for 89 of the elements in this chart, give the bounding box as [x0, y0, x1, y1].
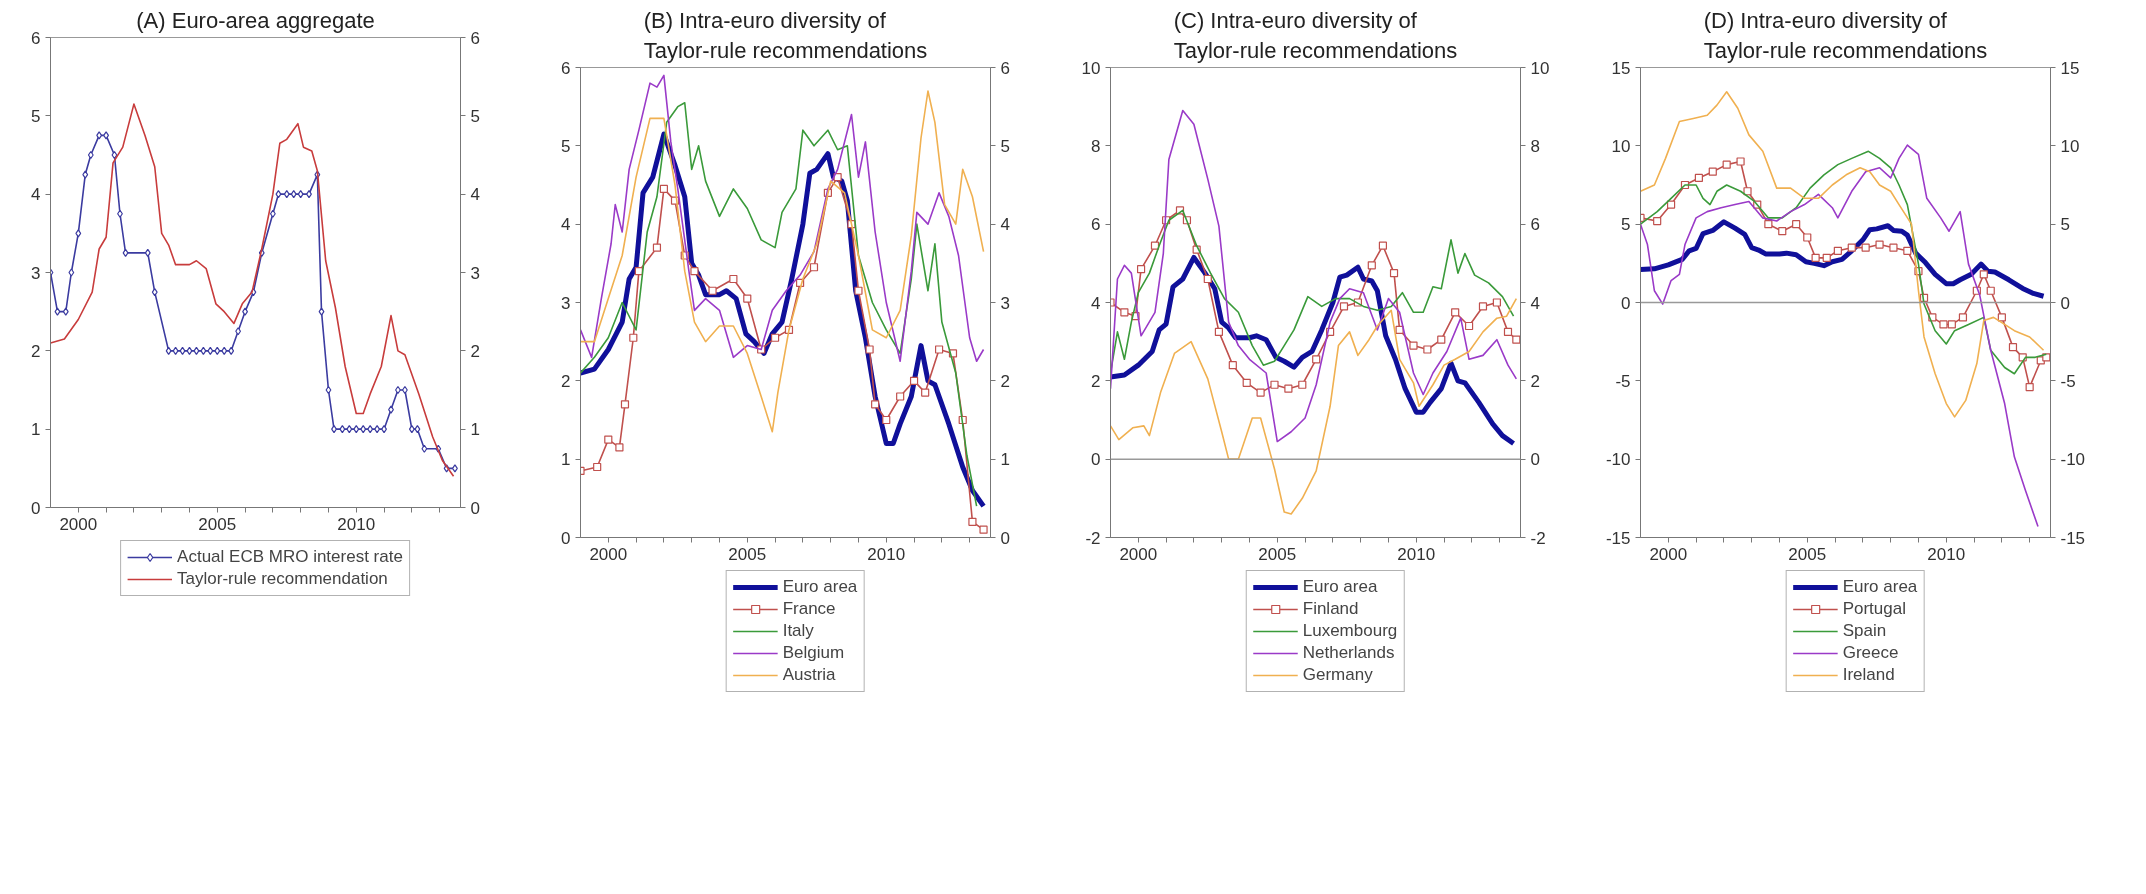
legend-label: Actual ECB MRO interest rate: [177, 547, 403, 567]
y2-tick-label: 5: [1000, 136, 1010, 156]
y-tick-label: -2: [1085, 528, 1101, 548]
chart-title: (B) Intra-euro diversity of Taylor-rule recommendations: [643, 7, 928, 63]
y2-tick-label: 5: [470, 106, 480, 126]
chart-title: (C) Intra-euro diversity of Taylor-rule recommendations: [1173, 7, 1458, 63]
y-tick-label: 0: [1091, 450, 1101, 470]
y2-tick-label: 8: [1530, 136, 1540, 156]
y2-tick-label: 2: [470, 341, 480, 361]
legend-label: Austria: [782, 665, 836, 685]
y-tick-label: 4: [561, 215, 571, 235]
legend-label: Luxembourg: [1302, 621, 1398, 641]
y-tick-label: 5: [561, 136, 571, 156]
y-tick-label: 6: [1091, 215, 1101, 235]
legend-label: Netherlands: [1302, 643, 1395, 663]
x-tick-label: 2005: [1258, 544, 1297, 564]
x-tick-label: 2000: [59, 514, 98, 534]
y2-tick-label: 10: [1530, 58, 1550, 78]
legend-label: Greece: [1842, 643, 1899, 663]
x-tick-label: 2010: [337, 514, 376, 534]
y2-tick-label: -10: [2060, 450, 2086, 470]
y2-tick-label: -2: [1530, 528, 1546, 548]
y2-tick-label: -5: [2060, 371, 2076, 391]
y-tick-label: 15: [1611, 58, 1631, 78]
y2-tick-label: 1: [1000, 450, 1010, 470]
y2-tick-label: 4: [470, 185, 480, 205]
x-tick-label: 2005: [728, 544, 767, 564]
x-tick-label: 2010: [1927, 544, 1966, 564]
y-tick-label: 10: [1611, 136, 1631, 156]
y-tick-label: 3: [561, 293, 571, 313]
y2-tick-label: 10: [2060, 136, 2080, 156]
y-tick-label: 4: [1091, 293, 1101, 313]
y2-tick-label: 6: [1530, 215, 1540, 235]
chart-title: (A) Euro-area aggregate: [136, 7, 375, 33]
y-tick-label: 4: [31, 185, 41, 205]
y2-tick-label: 3: [470, 263, 480, 283]
y2-tick-label: 2: [1000, 371, 1010, 391]
y2-tick-label: 0: [1000, 528, 1010, 548]
legend-label: Taylor-rule recommendation: [177, 569, 388, 589]
x-tick-label: 2000: [1649, 544, 1688, 564]
legend-label: Belgium: [782, 643, 845, 663]
y2-tick-label: 15: [2060, 58, 2080, 78]
y-tick-label: 0: [31, 498, 41, 518]
legend-label: Italy: [782, 621, 814, 641]
y-tick-label: -5: [1615, 371, 1631, 391]
y2-tick-label: 5: [2060, 215, 2070, 235]
y2-tick-label: 0: [2060, 293, 2070, 313]
y-tick-label: 5: [31, 106, 41, 126]
legend-label: Euro area: [1302, 577, 1378, 597]
x-tick-label: 2005: [198, 514, 237, 534]
y2-tick-label: 2: [1530, 371, 1540, 391]
y2-tick-label: 4: [1530, 293, 1540, 313]
y-tick-label: 3: [31, 263, 41, 283]
y2-tick-label: -15: [2060, 528, 2086, 548]
y-tick-label: 6: [31, 28, 41, 48]
y-tick-label: -15: [1605, 528, 1631, 548]
x-tick-label: 2010: [1397, 544, 1436, 564]
y-tick-label: 8: [1091, 136, 1101, 156]
y-tick-label: 2: [31, 341, 41, 361]
legend-label: Finland: [1302, 599, 1359, 619]
y2-tick-label: 4: [1000, 215, 1010, 235]
y-tick-label: 1: [561, 450, 571, 470]
x-tick-label: 2005: [1788, 544, 1827, 564]
y2-tick-label: 6: [470, 28, 480, 48]
y-tick-label: 2: [561, 371, 571, 391]
y2-tick-label: 6: [1000, 58, 1010, 78]
y-tick-label: 1: [31, 420, 41, 440]
legend-label: Spain: [1842, 621, 1887, 641]
y-tick-label: 0: [1621, 293, 1631, 313]
legend-label: Euro area: [782, 577, 858, 597]
y-tick-label: 10: [1081, 58, 1101, 78]
x-tick-label: 2000: [589, 544, 628, 564]
x-tick-label: 2010: [867, 544, 906, 564]
y-tick-label: 0: [561, 528, 571, 548]
legend-label: Portugal: [1842, 599, 1906, 619]
y-tick-label: -10: [1605, 450, 1631, 470]
y2-tick-label: 1: [470, 420, 480, 440]
y2-tick-label: 0: [1530, 450, 1540, 470]
y-tick-label: 5: [1621, 215, 1631, 235]
x-tick-label: 2000: [1119, 544, 1158, 564]
legend-label: France: [782, 599, 836, 619]
y2-tick-label: 0: [470, 498, 480, 518]
legend-label: Germany: [1302, 665, 1373, 685]
legend-label: Ireland: [1842, 665, 1895, 685]
y-tick-label: 2: [1091, 371, 1101, 391]
chart-title: (D) Intra-euro diversity of Taylor-rule recommendations: [1703, 7, 1988, 63]
y-tick-label: 6: [561, 58, 571, 78]
y2-tick-label: 3: [1000, 293, 1010, 313]
legend-label: Euro area: [1842, 577, 1918, 597]
